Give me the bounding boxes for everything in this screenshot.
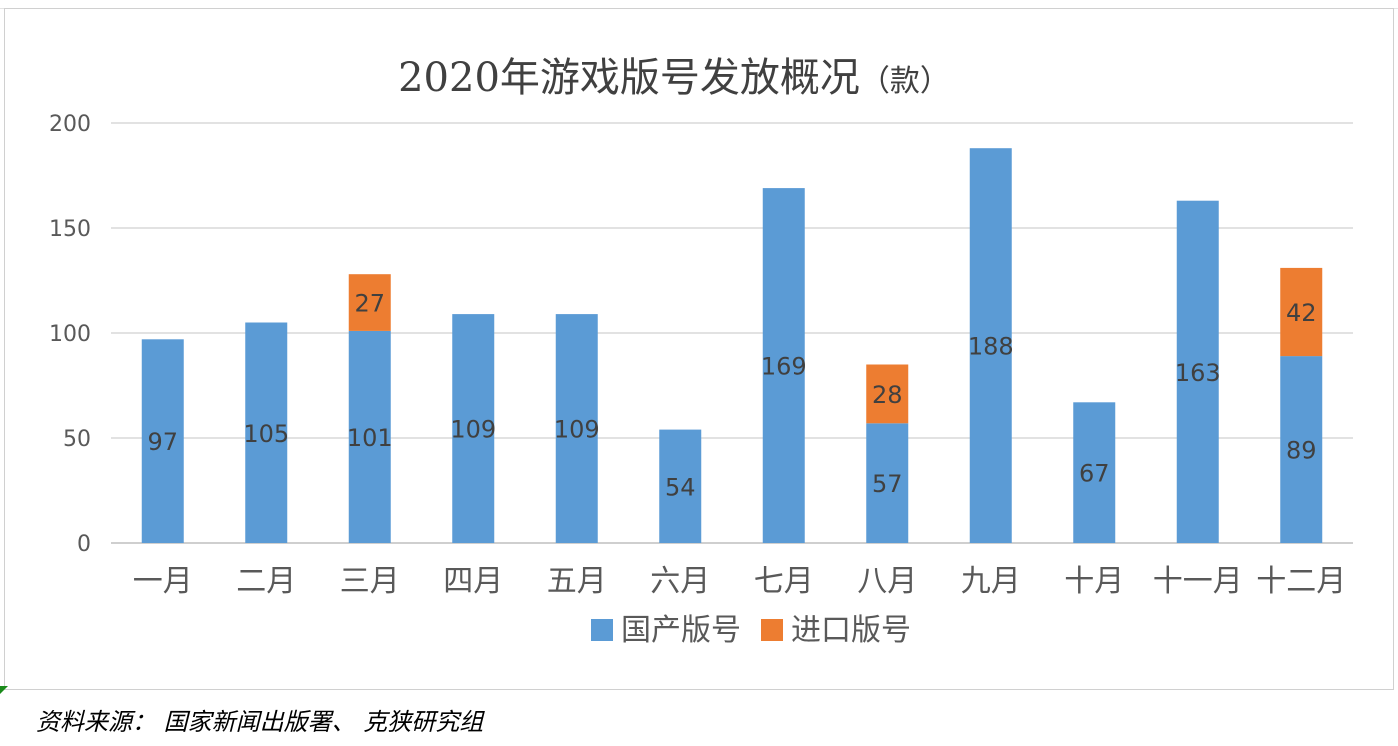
chart-area[interactable]: 0 50 100 150 200 97 105 101 109 109 54 169 57 188 67 16…: [4, 8, 1394, 690]
y-tick-label: 150: [49, 217, 91, 242]
bar-domestic-11[interactable]: [1176, 200, 1219, 543]
bar-domestic-4[interactable]: [452, 314, 495, 543]
data-label: 54: [665, 473, 696, 501]
data-label: 89: [1286, 437, 1317, 465]
data-label: 188: [968, 333, 1014, 361]
bar-domestic-1[interactable]: [141, 339, 184, 543]
y-tick-label: 0: [77, 532, 91, 557]
x-tick-label: 十月: [1064, 564, 1124, 599]
data-label: 28: [872, 381, 903, 409]
chart-title-unit: （款）: [859, 64, 950, 99]
bar-imported-3[interactable]: [348, 274, 391, 331]
x-tick-label: 四月: [443, 564, 503, 599]
legend-swatch-imported[interactable]: [761, 619, 783, 641]
source-note: 资料来源： 国家新闻出版署、 克狭研究组: [36, 708, 484, 736]
x-tick-label: 七月: [754, 564, 814, 599]
bar-domestic-3[interactable]: [348, 330, 391, 543]
bar-domestic-2[interactable]: [245, 322, 288, 544]
chart-title-text: 2020年游戏版号发放概况: [398, 55, 860, 101]
data-label: 27: [354, 290, 385, 318]
y-tick-label: 50: [63, 427, 91, 452]
x-tick-label: 六月: [650, 564, 710, 599]
data-label: 109: [450, 416, 496, 444]
bar-imported-12[interactable]: [1280, 267, 1323, 357]
y-tick-label: 100: [49, 322, 91, 347]
y-tick-label: 200: [49, 112, 91, 137]
data-label: 57: [872, 470, 903, 498]
data-label: 67: [1079, 460, 1110, 488]
chart-title: 2020年游戏版号发放概况（款）: [5, 45, 1343, 103]
x-tick-label: 二月: [236, 564, 296, 599]
x-tick-label: 十二月: [1256, 564, 1346, 599]
data-label: 109: [554, 416, 600, 444]
bar-domestic-8[interactable]: [866, 423, 909, 543]
x-tick-label: 十一月: [1153, 564, 1243, 599]
bar-domestic-6[interactable]: [659, 429, 702, 543]
x-tick-label: 五月: [547, 564, 607, 599]
data-label: 42: [1286, 299, 1317, 327]
bar-domestic-10[interactable]: [1073, 402, 1116, 543]
cell-corner-mark: [0, 686, 8, 694]
data-label: 101: [347, 424, 393, 452]
legend-swatch-domestic[interactable]: [591, 619, 613, 641]
data-label: 163: [1175, 359, 1221, 387]
data-label: 97: [147, 428, 178, 456]
bar-domestic-12[interactable]: [1280, 356, 1323, 543]
x-tick-label: 九月: [961, 564, 1021, 599]
bar-domestic-5[interactable]: [555, 314, 598, 543]
data-label: 169: [761, 353, 807, 381]
legend-label-imported: 进口版号: [791, 613, 911, 648]
legend-label-domestic: 国产版号: [621, 613, 741, 648]
bar-domestic-9[interactable]: [969, 148, 1012, 543]
x-tick-label: 三月: [340, 564, 400, 599]
bar-domestic-7[interactable]: [762, 188, 805, 543]
x-tick-label: 一月: [133, 564, 193, 599]
bar-imported-8[interactable]: [866, 364, 909, 424]
chart-plot: 0 50 100 150 200 97 105 101 109 109 54 169 57 188 67 16…: [49, 112, 1353, 648]
x-tick-label: 八月: [857, 564, 917, 599]
data-label: 105: [243, 420, 289, 448]
